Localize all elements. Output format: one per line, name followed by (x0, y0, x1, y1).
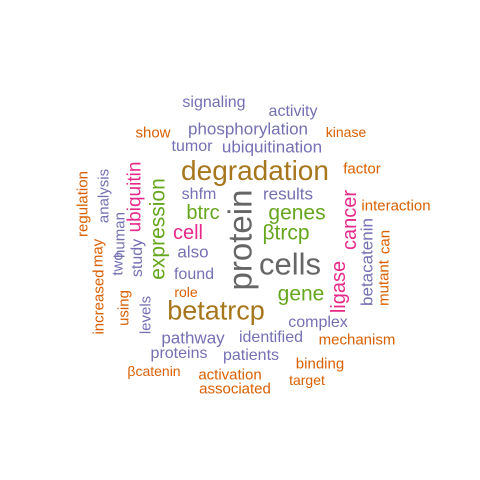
word-analysis: analysis (95, 168, 113, 224)
word-degradation: degradation (181, 155, 329, 186)
word-mutant: mutant (375, 260, 393, 306)
word-genes: genes (268, 201, 326, 225)
word-regulation: regulation (74, 171, 92, 237)
word-cells: cells (258, 246, 322, 282)
word-factor: factor (343, 160, 381, 178)
word-pathway: pathway (161, 328, 225, 348)
word-increased: increased (90, 269, 108, 335)
word-also: also (177, 242, 209, 262)
word-found: found (173, 266, 215, 283)
word-associated: associated (199, 380, 271, 398)
word-two: two (109, 252, 127, 276)
word-activation: activation (198, 366, 262, 384)
word-identified: identified (238, 329, 304, 346)
word-tumor: tumor (171, 138, 213, 155)
word-ligase: ligase (328, 260, 350, 314)
word-cell: cell (172, 222, 204, 244)
word-using: using (115, 290, 133, 326)
word-phosphorylation: phosphorylation (187, 119, 309, 139)
word-complex: complex (288, 314, 348, 331)
word-shfm: shfm (181, 186, 217, 203)
word-btrc: btrc (186, 202, 220, 224)
word-kinase: kinase (325, 124, 367, 140)
word-results: results (262, 184, 314, 204)
word-proteins: proteins (150, 345, 208, 362)
word-interaction: interaction (361, 197, 431, 215)
word-btrcp-beta: βtrcp (262, 221, 310, 245)
word-betacatenin: betacatenin (357, 218, 377, 306)
word-mechanism: mechanism (318, 331, 396, 349)
word-binding: binding (295, 355, 345, 373)
word-signaling: signaling (182, 94, 246, 111)
word-ubiquitination: ubiquitination (221, 137, 323, 157)
word-activity: activity (268, 103, 318, 120)
word-may: may (89, 238, 107, 268)
word-study: study (129, 238, 146, 278)
word-protein: protein (221, 189, 259, 291)
word-role: role (174, 284, 198, 300)
word-can: can (376, 229, 394, 255)
word-patients: patients (222, 347, 280, 364)
word-beta-catenin: βcatenin (127, 363, 181, 379)
word-expression: expression (146, 178, 170, 280)
word-ubiquitin: ubiquitin (124, 161, 146, 233)
word-levels: levels (137, 295, 155, 335)
word-show: show (135, 124, 171, 142)
word-betatrcp: betatrcp (167, 295, 265, 326)
word-gene: gene (277, 282, 325, 306)
word-target: target (289, 372, 325, 388)
